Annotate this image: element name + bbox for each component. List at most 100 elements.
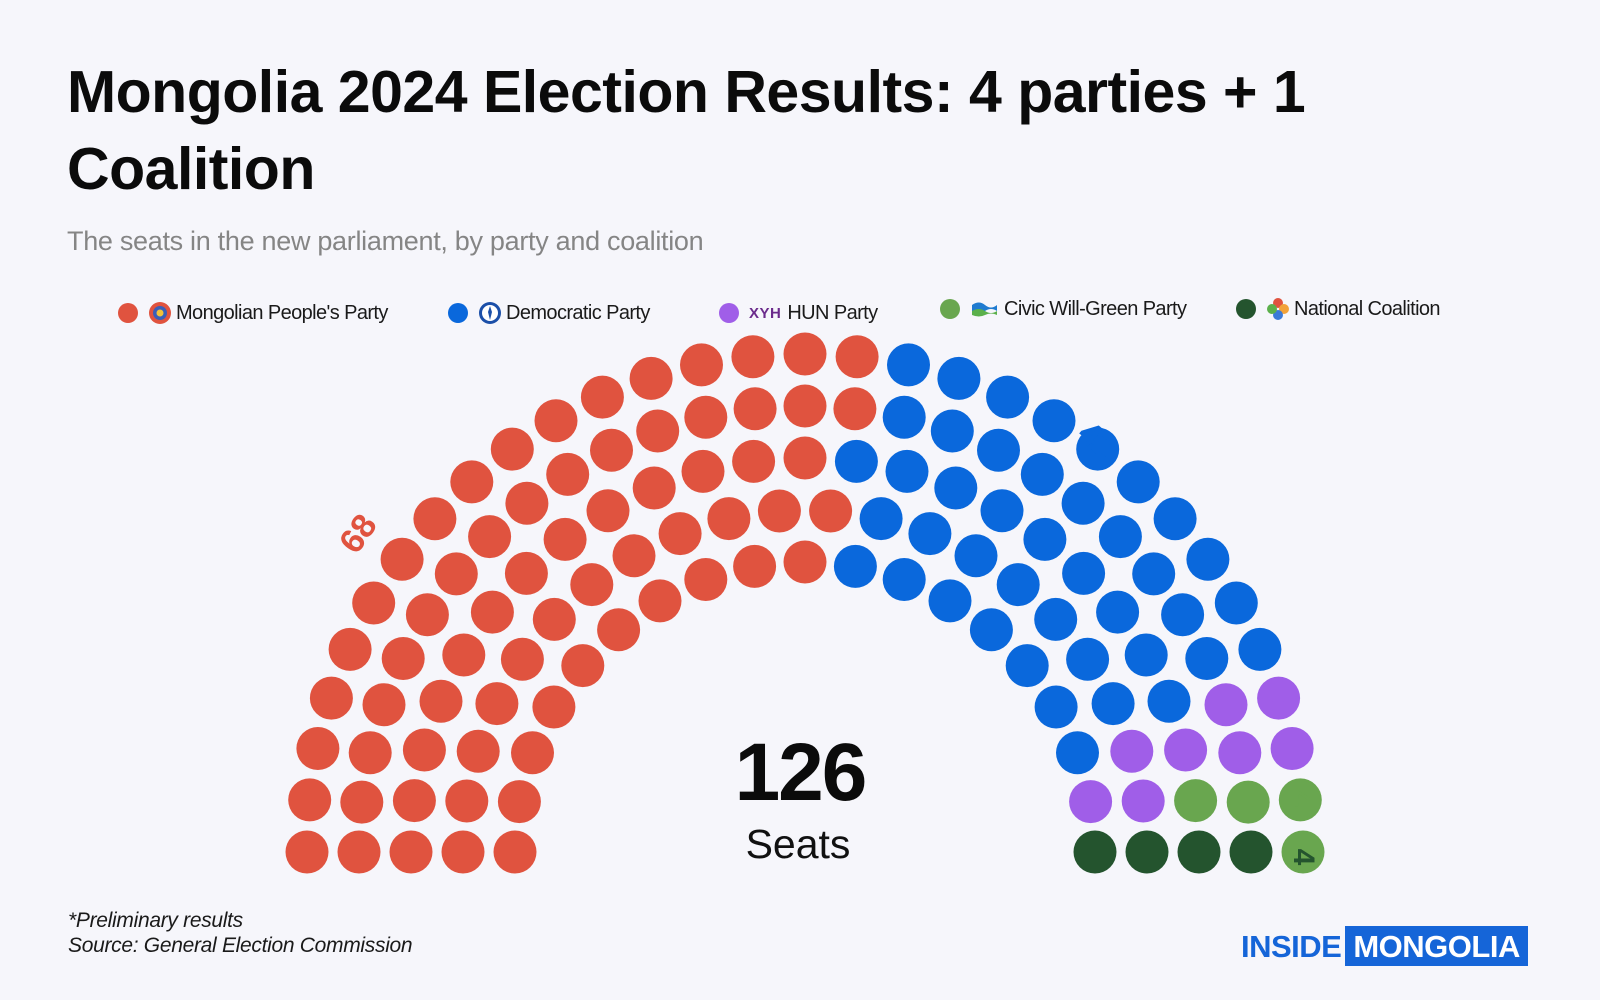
seat-count-label: 68	[332, 507, 385, 560]
seat-mongolian-people-s-party	[468, 515, 512, 559]
legend-swatch-nc	[1236, 299, 1256, 319]
seat-democratic-party	[986, 375, 1030, 419]
seat-mongolian-people-s-party	[532, 597, 576, 641]
seat-democratic-party	[859, 497, 903, 541]
seat-democratic-party	[1186, 537, 1230, 581]
seat-mongolian-people-s-party	[534, 399, 578, 443]
chart-title: Mongolia 2024 Election Results: 4 partie…	[67, 59, 1306, 202]
seat-democratic-party	[1056, 731, 1099, 775]
brand-logo-inside: INSIDE	[1241, 929, 1342, 964]
flag-icon	[970, 297, 1000, 321]
legend-label-hun: HUN Party	[787, 301, 878, 324]
seat-mongolian-people-s-party	[636, 409, 680, 453]
seat-mongolian-people-s-party	[733, 544, 777, 588]
seat-mongolian-people-s-party	[352, 581, 396, 625]
seat-hun-party	[1164, 728, 1208, 772]
seat-mongolian-people-s-party	[445, 779, 489, 823]
seat-mongolian-people-s-party	[337, 830, 381, 874]
seat-mongolian-people-s-party	[586, 489, 630, 533]
seat-democratic-party	[1066, 637, 1110, 681]
seat-mongolian-people-s-party	[570, 563, 614, 607]
seat-mongolian-people-s-party	[546, 452, 590, 496]
seat-mongolian-people-s-party	[707, 497, 751, 541]
legend-item-mpp: Mongolian People's Party	[118, 296, 388, 330]
seat-mongolian-people-s-party	[658, 512, 702, 556]
seat-count-label: 4	[1284, 790, 1317, 807]
seat-democratic-party	[1061, 481, 1105, 525]
seat-hun-party	[1270, 727, 1314, 770]
legend-label-nc: National Coalition	[1294, 297, 1441, 320]
seat-democratic-party	[1161, 593, 1205, 637]
legend-item-hun: XYH HUN Party	[719, 296, 878, 330]
seat-hun-party	[1069, 780, 1113, 824]
chart-subtitle: The seats in the new parliament, by part…	[67, 226, 704, 256]
seat-mongolian-people-s-party	[505, 481, 549, 525]
seat-democratic-party	[834, 439, 878, 483]
legend-swatch-dp	[448, 303, 468, 323]
seat-democratic-party	[1034, 597, 1078, 641]
legend-item-cwgp: Civic Will-Green Party	[940, 292, 1187, 326]
seat-democratic-party	[887, 343, 930, 387]
seat-mongolian-people-s-party	[340, 780, 384, 824]
legend-label-dp: Democratic Party	[506, 301, 650, 324]
legend-label-mpp: Mongolian People's Party	[176, 301, 388, 324]
seat-democratic-party	[885, 449, 929, 493]
seat-democratic-party	[1091, 682, 1135, 726]
seat-mongolian-people-s-party	[612, 534, 656, 578]
seat-civic-will-green-party	[1226, 780, 1270, 824]
seat-mongolian-people-s-party	[402, 728, 446, 772]
seat-mongolian-people-s-party	[732, 439, 776, 483]
seat-democratic-party	[928, 579, 972, 623]
seat-civic-will-green-party	[1174, 779, 1218, 823]
footnote: *Preliminary results Source: General Ele…	[68, 908, 413, 958]
dp-emblem-icon	[478, 301, 502, 325]
seat-democratic-party	[980, 489, 1024, 533]
seat-mongolian-people-s-party	[434, 552, 478, 596]
seat-count-label: 8	[1264, 699, 1297, 716]
seat-democratic-party	[1062, 551, 1106, 595]
seat-mongolian-people-s-party	[504, 551, 548, 595]
seat-mongolian-people-s-party	[475, 682, 519, 726]
seat-democratic-party	[930, 409, 974, 453]
seat-democratic-party	[934, 466, 978, 510]
seat-democratic-party	[882, 395, 926, 439]
seat-mongolian-people-s-party	[285, 830, 329, 874]
seat-mongolian-people-s-party	[490, 427, 534, 471]
seat-democratic-party	[1124, 633, 1168, 677]
legend-label-cwgp: Civic Will-Green Party	[1004, 297, 1187, 320]
seat-mongolian-people-s-party	[389, 830, 433, 874]
seat-democratic-party	[1034, 685, 1078, 729]
seat-mongolian-people-s-party	[833, 387, 877, 431]
seat-mongolian-people-s-party	[757, 489, 801, 533]
seat-hun-party	[1218, 731, 1262, 775]
mpp-emblem-icon	[148, 301, 172, 325]
seat-mongolian-people-s-party	[450, 460, 494, 504]
seat-hun-party	[1204, 683, 1248, 727]
seat-mongolian-people-s-party	[419, 679, 463, 723]
seat-mongolian-people-s-party	[296, 727, 340, 770]
seat-mongolian-people-s-party	[470, 590, 514, 634]
brand-logo: INSIDE MONGOLIA	[1241, 926, 1528, 966]
seat-hun-party	[1121, 779, 1165, 823]
total-seats-number: 126	[735, 727, 866, 818]
preliminary-note: *Preliminary results	[68, 909, 243, 932]
seat-civic-will-green-party	[1281, 830, 1325, 874]
seat-mongolian-people-s-party	[681, 449, 725, 493]
seat-democratic-party	[908, 512, 952, 556]
seat-mongolian-people-s-party	[580, 375, 624, 419]
seat-democratic-party	[1032, 399, 1076, 443]
seat-mongolian-people-s-party	[348, 731, 392, 775]
seat-mongolian-people-s-party	[680, 343, 723, 387]
seat-mongolian-people-s-party	[441, 830, 485, 874]
source-note: Source: General Election Commission	[68, 934, 413, 957]
seat-democratic-party	[1096, 590, 1140, 634]
seat-mongolian-people-s-party	[561, 644, 605, 688]
seat-mongolian-people-s-party	[684, 395, 728, 439]
legend-item-dp: Democratic Party	[448, 296, 650, 330]
seat-democratic-party	[1214, 581, 1258, 625]
seat-mongolian-people-s-party	[328, 627, 372, 671]
seat-mongolian-people-s-party	[590, 428, 633, 472]
seat-democratic-party	[1005, 644, 1049, 688]
seat-mongolian-people-s-party	[733, 387, 777, 431]
